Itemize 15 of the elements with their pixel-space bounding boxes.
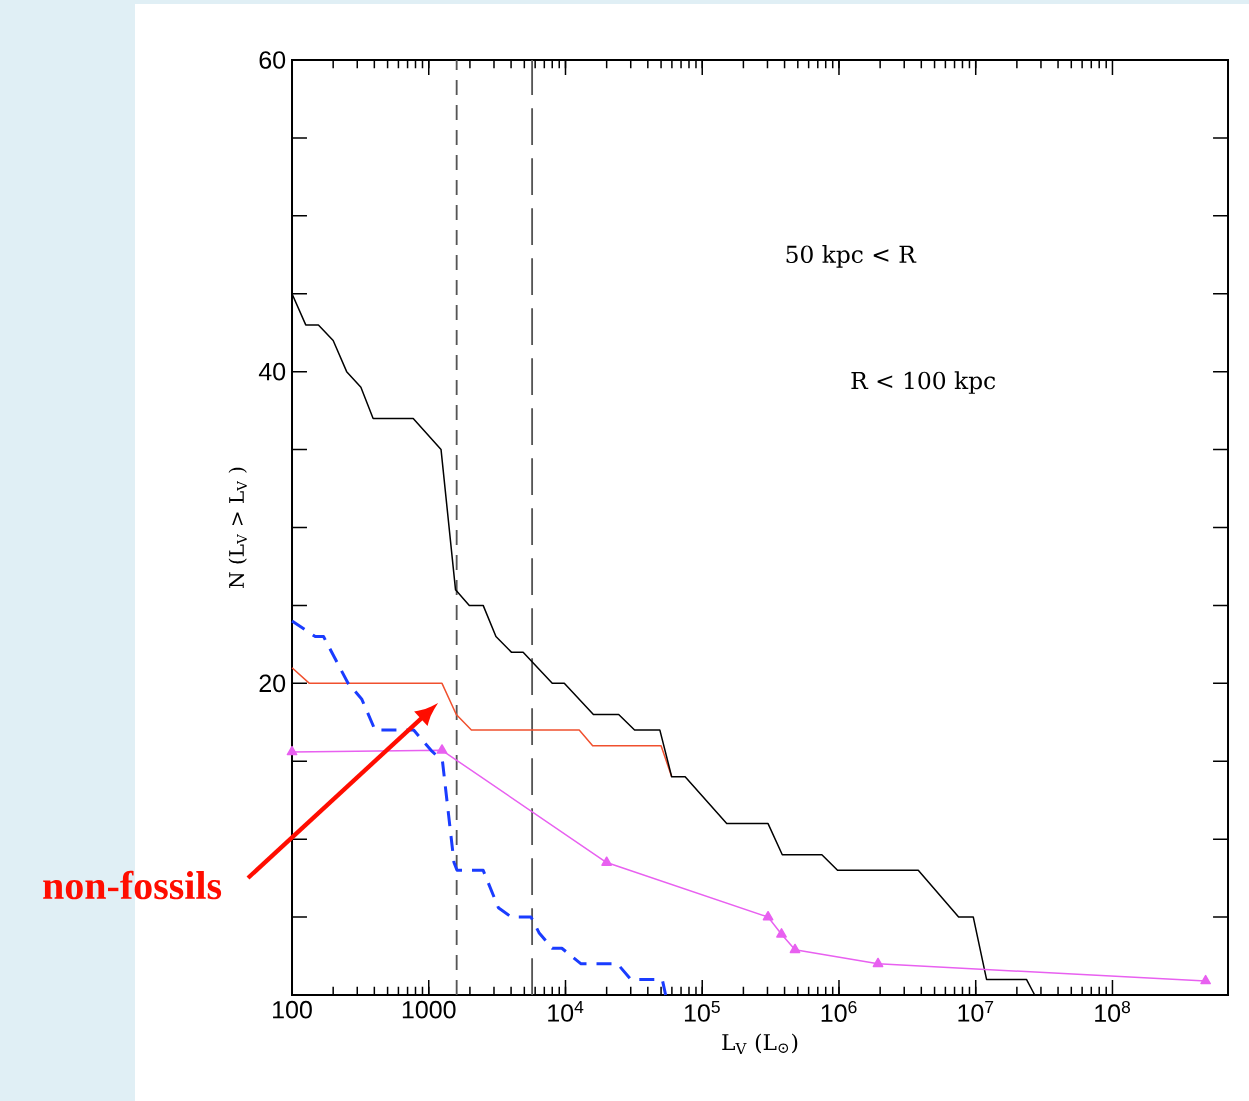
annotation: 50 kpc < R bbox=[786, 245, 917, 268]
annotation: R < 100 kpc bbox=[851, 371, 996, 394]
y-tick-label: 20 bbox=[259, 674, 286, 693]
x-tick-label: 10$^{7}$ bbox=[958, 1000, 994, 1022]
x-tick-label: 1000 bbox=[402, 1000, 456, 1019]
x-tick-label: 10$^{8}$ bbox=[1095, 1000, 1131, 1023]
x-axis-title: L$_{V}$ (L$_{⊙}$) bbox=[722, 1033, 798, 1055]
x-tick-label: 100 bbox=[273, 1000, 312, 1019]
x-tick-label: 10$^{6}$ bbox=[821, 1000, 857, 1023]
x-tick-label: 10$^{4}$ bbox=[548, 1000, 584, 1022]
text: non-fossils bbox=[43, 870, 222, 900]
y-tick-label: 40 bbox=[258, 362, 286, 381]
y-tick-label: 60 bbox=[259, 51, 286, 69]
y-axis-title: N (L$_{V}$ > L$_{V}$ ) bbox=[228, 467, 247, 588]
x-tick-label: 10$^{5}$ bbox=[684, 1000, 720, 1022]
